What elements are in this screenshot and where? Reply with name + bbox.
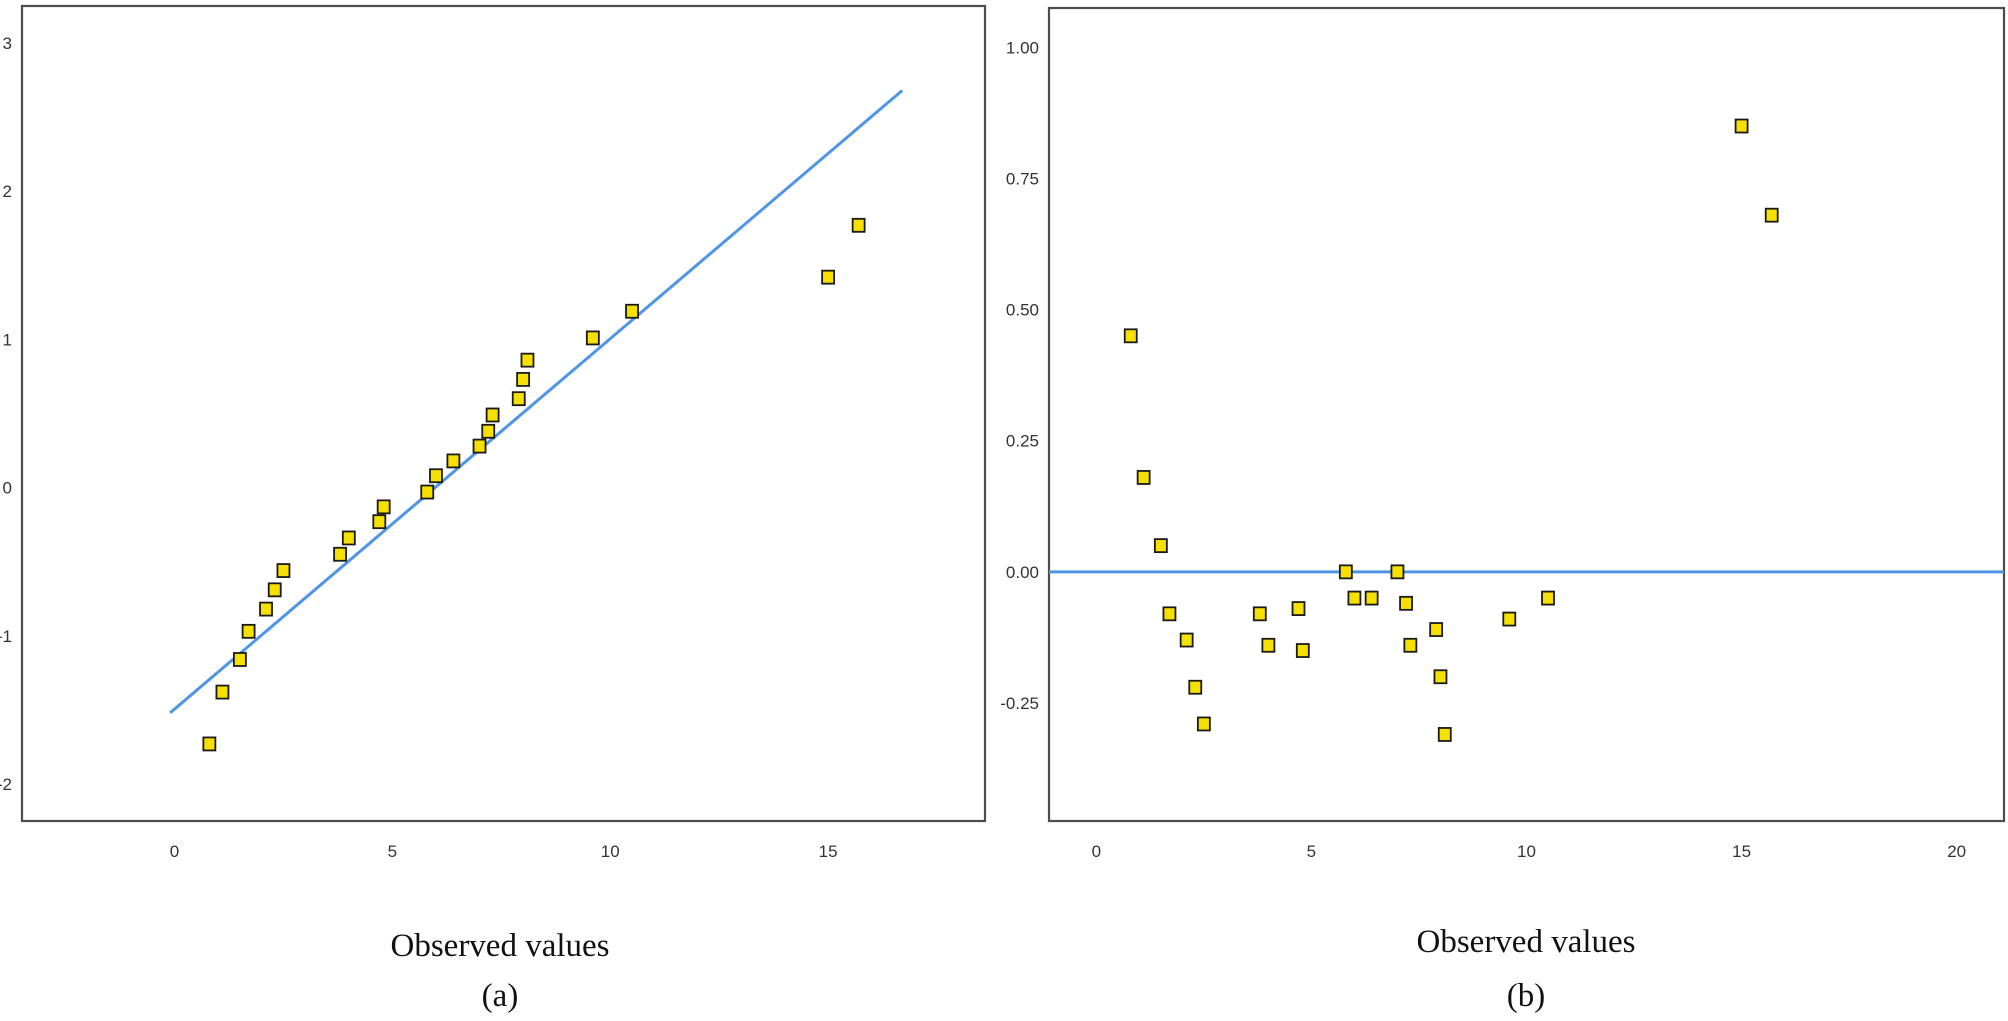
panel-b-data-point — [1291, 601, 1306, 616]
panel-b-data-point — [1162, 606, 1177, 622]
panel-b-data-point — [1179, 632, 1194, 648]
panel-b-x-ticks: 0 5 10 15 20 — [1092, 842, 1967, 861]
panel-a-data-point — [446, 453, 461, 469]
panel-b-data-point — [1123, 328, 1138, 344]
panel-a-data-point — [821, 269, 836, 285]
panel-a-data-point — [215, 684, 230, 700]
panel-a-data-point — [520, 352, 535, 368]
panel-a-y-tick-label: 2 — [3, 182, 12, 201]
panel-a-data-point — [267, 582, 282, 598]
panel-a-x-tick-label: 5 — [388, 842, 397, 861]
panel-a-y-tick-label: 0 — [3, 479, 12, 498]
panel-b-data-points — [1123, 118, 1779, 742]
panel-b-x-axis-label: Observed values — [1416, 924, 1636, 960]
panel-a-data-point — [481, 423, 496, 439]
panel-b-data-point — [1136, 470, 1151, 485]
panel-a-data-point — [625, 303, 639, 319]
panel-a-data-point — [585, 330, 600, 346]
panel-a-data-point — [376, 499, 391, 515]
panel-a-reference-line — [169, 89, 904, 714]
panel-a-data-point — [511, 391, 526, 407]
panel-b-data-point — [1399, 595, 1413, 611]
panel-a-y-tick-label: 3 — [3, 34, 12, 53]
panel-b-x-tick-label: 20 — [1947, 842, 1966, 861]
panel-b-x-tick-label: 10 — [1517, 842, 1536, 861]
panel-a-data-point — [851, 217, 866, 233]
panel-a-y-tick-label: -1 — [0, 627, 12, 646]
panel-b-data-point — [1338, 564, 1353, 580]
panel-a-chart: 0 5 10 15 -2 -1 0 1 2 3 — [0, 4, 987, 861]
panel-b-data-point — [1261, 637, 1276, 653]
panel-b-data-point — [1188, 679, 1203, 695]
panel-b-data-point — [1196, 716, 1211, 732]
panel-b-y-tick-label: 0.00 — [1006, 563, 1039, 582]
panel-a-data-points — [202, 217, 866, 752]
panel-b-data-point — [1347, 590, 1362, 606]
panel-b-data-point — [1364, 590, 1379, 606]
panel-b-x-tick-label: 0 — [1092, 842, 1101, 861]
panel-b-data-point — [1502, 611, 1517, 627]
panel-a-x-tick-label: 0 — [170, 842, 179, 861]
panel-a-x-tick-label: 15 — [819, 842, 838, 861]
panel-b-data-point — [1429, 622, 1444, 637]
panel-b-data-point — [1252, 606, 1267, 622]
panel-a-data-point — [372, 514, 387, 530]
panel-a-y-tick-label: 1 — [3, 330, 12, 349]
panel-a-data-point — [429, 468, 443, 484]
panel-b-data-point — [1541, 590, 1555, 606]
panel-b-y-tick-label: 0.75 — [1006, 169, 1039, 188]
panel-b-data-point — [1764, 207, 1779, 223]
panel-b-x-tick-label: 5 — [1307, 842, 1316, 861]
panel-a-x-tick-label: 10 — [601, 842, 620, 861]
panel-b-y-tick-label: 0.50 — [1006, 301, 1039, 320]
panel-b-plot-frame — [1047, 6, 2006, 823]
panel-a-data-point — [241, 623, 256, 639]
panel-b-data-point — [1403, 637, 1418, 653]
panel-b-y-tick-label: 1.00 — [1006, 38, 1039, 57]
panel-a-data-point — [259, 601, 273, 617]
panel-b-data-point — [1295, 643, 1310, 658]
panel-a-x-ticks: 0 5 10 15 — [170, 842, 838, 861]
panel-b-data-point — [1153, 538, 1168, 554]
panel-a-y-tick-label: -2 — [0, 775, 12, 794]
panel-b-caption: (b) — [1506, 978, 1546, 1014]
panel-a-x-axis-label: Observed values — [390, 928, 610, 964]
panel-a-data-point — [341, 530, 356, 546]
panel-a-data-point — [472, 438, 487, 454]
panel-a-data-point — [420, 484, 435, 500]
panel-b-y-tick-label: -0.25 — [1000, 694, 1039, 713]
panel-b-x-tick-label: 15 — [1732, 842, 1751, 861]
panel-b-data-point — [1437, 727, 1452, 742]
panel-a-data-point — [516, 372, 531, 387]
panel-a-data-point — [202, 736, 217, 752]
panel-a-y-ticks: -2 -1 0 1 2 3 — [0, 34, 12, 794]
panel-b-y-tick-label: 0.25 — [1006, 432, 1039, 451]
panel-a-data-point — [232, 652, 247, 667]
panel-a-caption: (a) — [481, 978, 519, 1014]
panel-b-y-ticks: -0.25 0.00 0.25 0.50 0.75 1.00 — [1000, 38, 1039, 713]
panel-b-data-point — [1734, 118, 1749, 134]
panel-b-data-point — [1390, 564, 1405, 580]
panel-a-data-point — [276, 563, 291, 578]
panel-a-data-point — [485, 407, 500, 423]
panel-b-data-point — [1433, 669, 1448, 685]
panel-a-data-point — [333, 546, 347, 562]
panel-a-plot-frame — [20, 4, 987, 823]
panel-b-chart: 0 5 10 15 20 -0.25 0.00 0.25 0.50 0.75 1.00 — [1000, 6, 2006, 861]
